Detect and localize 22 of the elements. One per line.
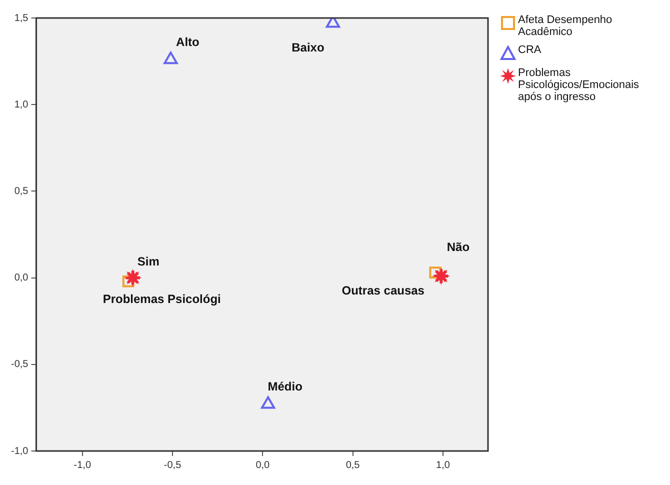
point xyxy=(164,52,178,64)
y-tick-label: 0,5 xyxy=(14,186,29,197)
y-tick-label: 1,5 xyxy=(14,12,29,24)
annotation: Baixo xyxy=(292,40,324,55)
y-tick-label: -1,0 xyxy=(10,446,29,457)
annotation: Problemas Psicológi xyxy=(102,292,221,306)
annotation: Sim xyxy=(137,254,160,269)
x-tick-label: -1,0 xyxy=(74,460,92,471)
annotation: Outras causas xyxy=(342,283,425,298)
legend-label: Problemas Psicológicos/Emocionais após o ingresso xyxy=(518,67,640,103)
x-tick-label: -0,5 xyxy=(164,460,182,471)
annotation: Não xyxy=(446,240,470,254)
legend-label: CRA xyxy=(518,44,542,56)
x-tick-label: 1,0 xyxy=(436,460,450,471)
annotation: Alto xyxy=(176,34,200,49)
y-tick-label: 1,0 xyxy=(14,99,29,110)
x-tick-label: 0,5 xyxy=(346,460,360,471)
annotation: Médio xyxy=(268,380,302,394)
x-tick-label: 0,0 xyxy=(256,460,270,471)
y-tick-label: -0,5 xyxy=(10,359,29,370)
y-tick-label: 0,0 xyxy=(14,272,29,284)
legend-label: Afeta Desempenho Acadêmico xyxy=(518,14,614,38)
